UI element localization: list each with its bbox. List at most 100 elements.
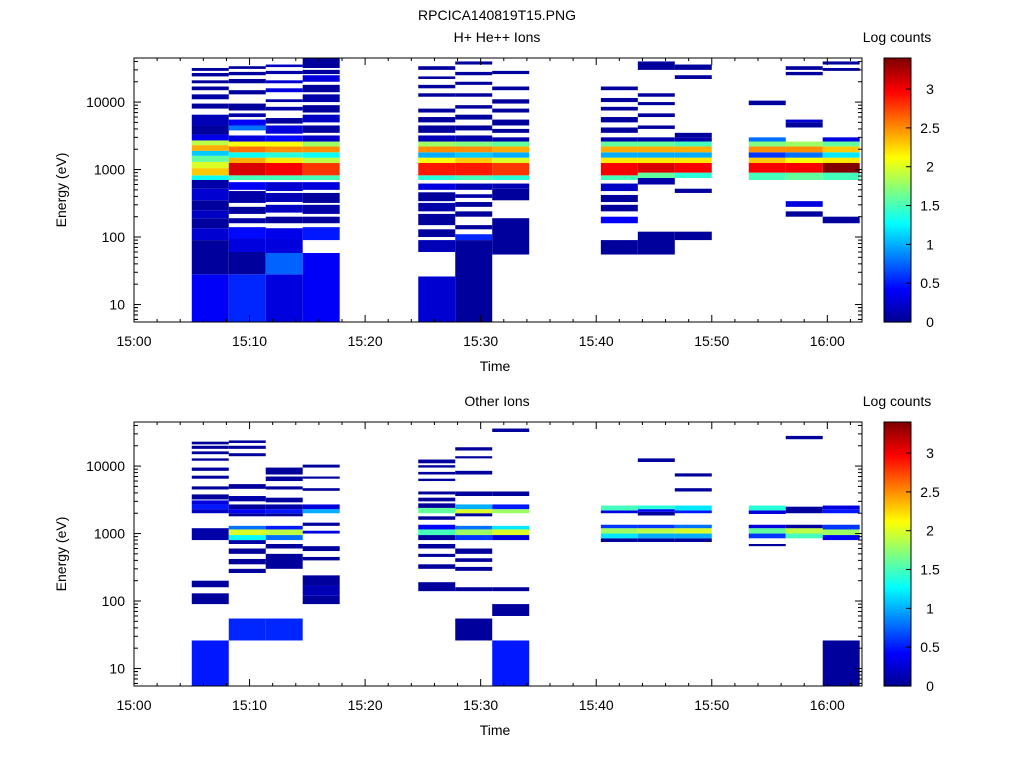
- spectrogram-cell: [228, 218, 266, 224]
- colorbar-segment: [884, 587, 911, 590]
- spectrogram-cell: [822, 146, 860, 153]
- spectrogram-cell: [191, 114, 229, 126]
- spectrogram-cell: [600, 137, 638, 142]
- spectrogram-cell: [822, 137, 860, 142]
- spectrogram-cell: [191, 445, 229, 449]
- spectrogram-cell: [191, 441, 229, 445]
- colorbar-segment: [884, 459, 911, 463]
- colorbar-segment: [884, 319, 911, 323]
- spectrogram-cell: [418, 175, 456, 180]
- colorbar-segment: [884, 236, 911, 239]
- spectrogram-cell: [455, 558, 493, 562]
- spectrogram-cell: [492, 640, 530, 686]
- spectrogram-cell: [418, 213, 456, 226]
- spectrogram-cell: [637, 528, 675, 534]
- spectrogram-cell: [600, 175, 638, 180]
- colorbar-segment: [884, 102, 911, 105]
- spectrogram-cell: [822, 505, 860, 510]
- spectrogram-cell: [674, 533, 712, 539]
- colorbar-segment: [884, 170, 911, 173]
- spectrogram-cell: [600, 533, 638, 539]
- colorbar-segment: [884, 679, 911, 683]
- colorbar-segment: [884, 249, 911, 253]
- spectrogram-cell: [455, 525, 493, 530]
- spectrogram-cell: [418, 459, 456, 464]
- spectrogram-cell: [418, 553, 456, 557]
- colorbar-segment: [884, 558, 911, 562]
- spectrogram-cell: [492, 604, 530, 616]
- colorbar-segment: [884, 106, 911, 110]
- spectrogram-cell: [191, 125, 229, 135]
- spectrogram-cell: [492, 525, 530, 530]
- spectrogram-cell: [822, 157, 860, 163]
- spectrogram-cell: [785, 122, 823, 128]
- spectrogram-cell: [302, 595, 340, 605]
- spectrogram-cell: [191, 140, 229, 146]
- colorbar-segment: [884, 644, 911, 647]
- colorbar-segment: [884, 560, 911, 564]
- spectrogram-cell: [228, 141, 266, 147]
- spectrogram-cell: [600, 194, 638, 203]
- spectrogram-cell: [600, 97, 638, 103]
- spectrogram-cell: [418, 543, 456, 549]
- colorbar-segment: [884, 496, 911, 500]
- colorbar-segment: [884, 93, 911, 96]
- colorbar-segment: [884, 295, 911, 299]
- colorbar-segment: [884, 591, 911, 595]
- spectrogram-cell: [492, 509, 530, 514]
- colorbar-segment: [884, 242, 911, 246]
- spectrogram-cell: [637, 505, 675, 510]
- spectrogram-cell: [455, 194, 493, 198]
- colorbar-segment: [884, 99, 911, 103]
- spectrogram-cell: [637, 102, 675, 106]
- spectrogram-cell: [455, 234, 493, 241]
- spectrogram-cell: [822, 61, 860, 65]
- spectrogram-cell: [600, 510, 638, 514]
- colorbar-segment: [884, 297, 911, 301]
- spectrogram-cell: [418, 524, 456, 530]
- spectrogram-cell: [265, 476, 303, 482]
- y-axis-label: Energy (eV): [53, 153, 69, 228]
- spectrogram-cell: [637, 152, 675, 158]
- spectrogram-cell: [302, 204, 340, 214]
- colorbar-segment: [884, 633, 911, 636]
- spectrogram-cell: [265, 141, 303, 147]
- spectrogram-cell: [302, 522, 340, 526]
- colorbar-segment: [884, 600, 911, 603]
- colorbar-segment: [884, 681, 911, 685]
- colorbar-segment: [884, 576, 911, 579]
- spectrogram-cell: [302, 105, 340, 113]
- spectrogram-cell: [265, 182, 303, 192]
- spectrogram-cell: [492, 141, 530, 147]
- spectrogram-cell: [637, 141, 675, 147]
- spectrogram-cell: [418, 582, 456, 592]
- colorbar-segment: [884, 71, 911, 74]
- spectrogram-cell: [600, 141, 638, 147]
- colorbar-tick-label: 1.5: [920, 198, 940, 214]
- spectrogram-cell: [600, 204, 638, 212]
- spectrogram-cell: [191, 475, 229, 479]
- colorbar-segment: [884, 620, 911, 623]
- spectrogram-cell: [822, 141, 860, 147]
- spectrogram-cell: [228, 251, 266, 275]
- spectrogram-cell: [302, 504, 340, 510]
- colorbar-segment: [884, 580, 911, 584]
- x-tick-label: 15:50: [694, 697, 729, 713]
- colorbar-segment: [884, 110, 911, 114]
- colorbar-segment: [884, 317, 911, 321]
- spectrogram-cell: [785, 141, 823, 147]
- spectrogram-cell: [302, 464, 340, 468]
- colorbar-segment: [884, 82, 911, 85]
- y-tick-label: 10: [109, 296, 125, 312]
- colorbar-segment: [884, 613, 911, 617]
- spectrogram-cell: [418, 491, 456, 495]
- spectrogram-cell: [265, 80, 303, 84]
- colorbar-segment: [884, 672, 911, 676]
- colorbar-segment: [884, 653, 911, 656]
- colorbar-label: Log counts: [863, 393, 932, 409]
- spectrogram-cell: [302, 530, 340, 534]
- spectrogram-cell: [228, 274, 266, 322]
- spectrogram-cells: [191, 428, 860, 686]
- colorbar-segment: [884, 609, 911, 612]
